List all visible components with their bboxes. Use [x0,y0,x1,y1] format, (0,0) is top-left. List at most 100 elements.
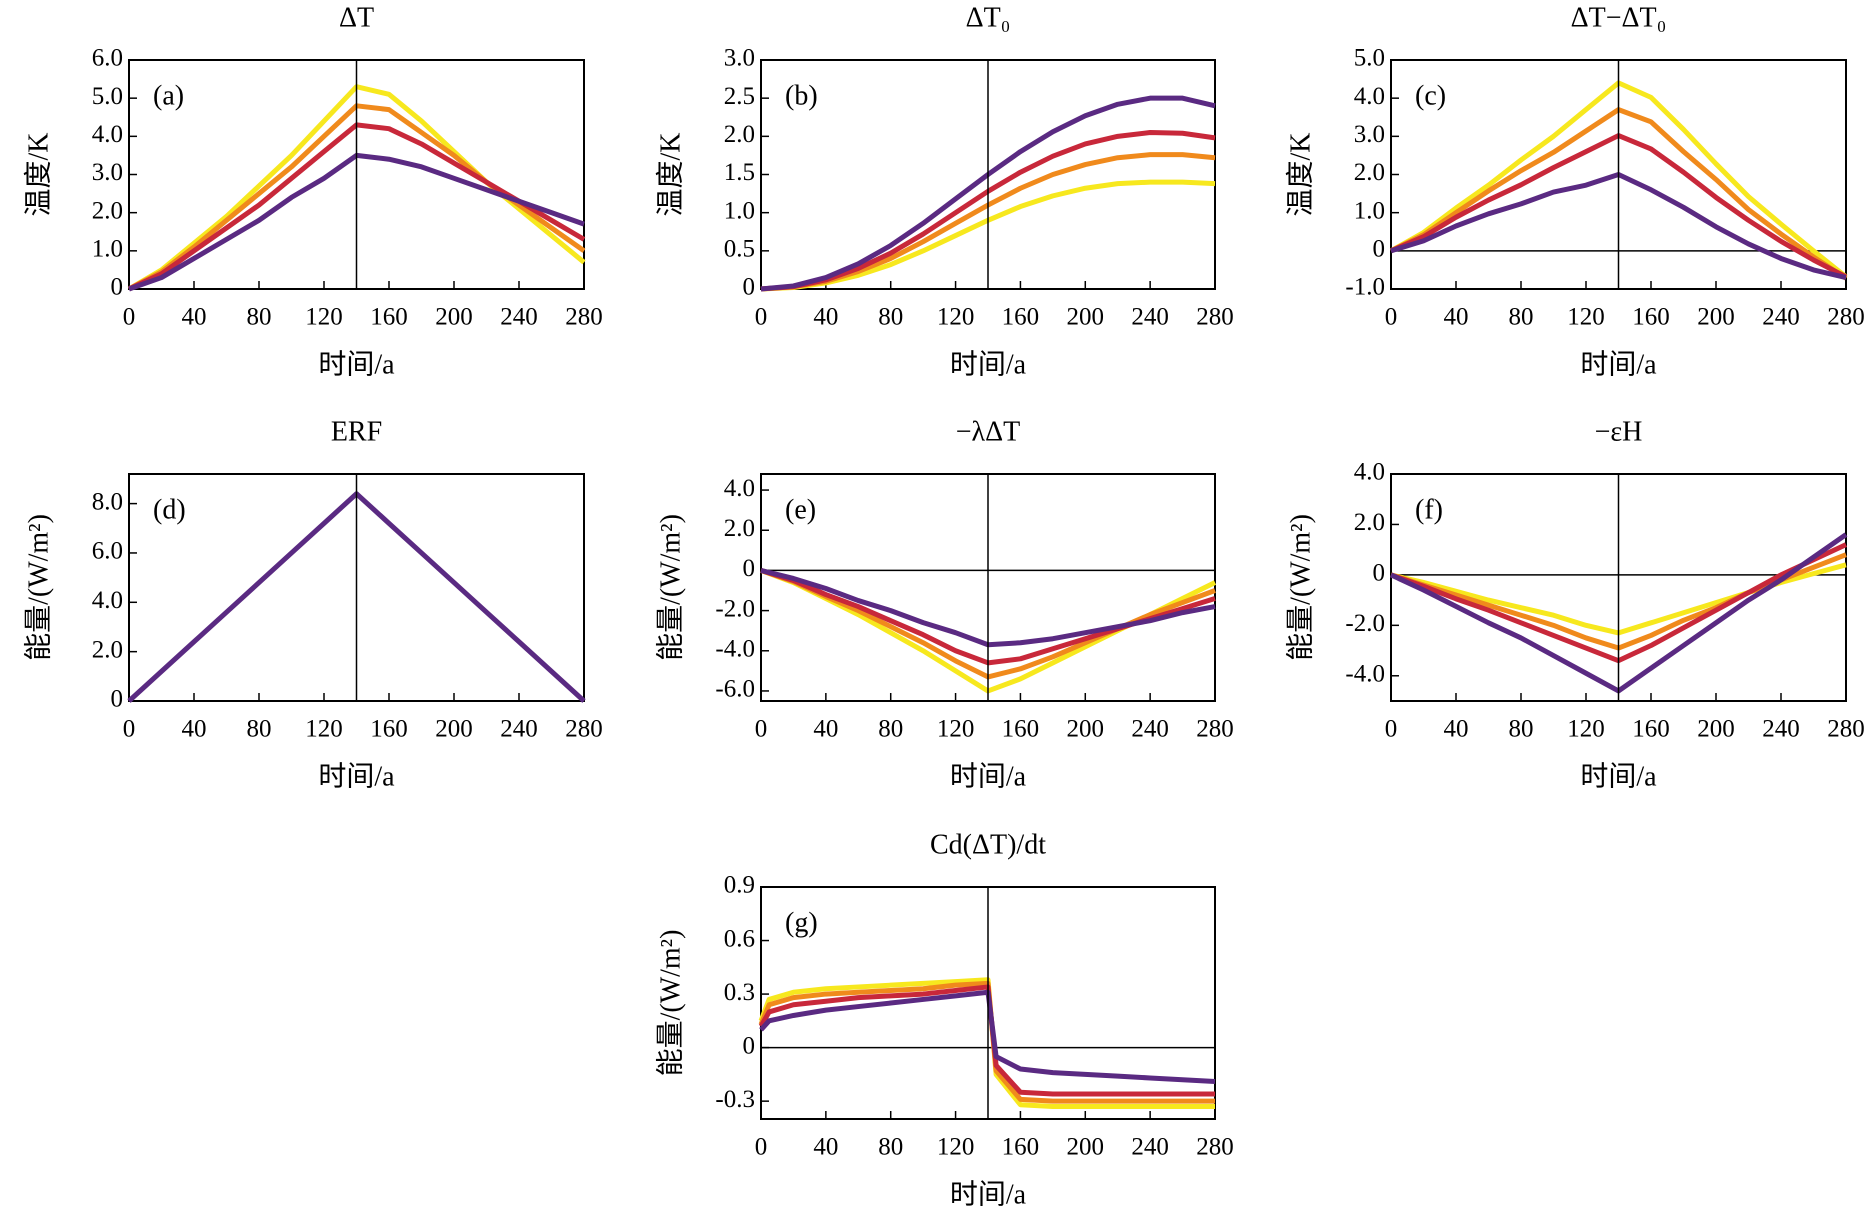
y-tick-label: 2.0 [1354,159,1385,186]
y-tick-label: 0.3 [724,979,755,1006]
y-tick-label: 3.0 [92,159,123,186]
x-axis-label: 时间/a [950,348,1027,380]
y-tick-label: 0 [1373,560,1386,587]
x-tick-label: 0 [755,1134,768,1161]
y-tick-label: 0 [111,274,124,301]
y-axis-label: 能量/(W/m²) [1284,514,1316,661]
x-tick-label: 160 [1632,716,1670,743]
x-tick-label: 280 [1827,304,1865,331]
y-tick-label: 2.5 [724,83,755,110]
x-tick-label: 0 [1385,304,1398,331]
y-tick-label: -4.0 [1345,661,1385,688]
x-tick-label: 80 [247,716,272,743]
chart-title: −εH [1595,416,1643,447]
x-tick-label: 120 [1567,716,1605,743]
panel-label: (b) [785,80,818,111]
y-tick-label: 3.0 [724,45,755,72]
x-tick-label: 0 [755,716,768,743]
y-tick-label: 4.0 [1354,459,1385,486]
y-tick-label: 0 [1373,236,1386,263]
x-tick-label: 120 [305,304,343,331]
x-tick-label: 160 [1002,716,1040,743]
y-tick-label: 1.0 [724,197,755,224]
x-tick-label: 200 [1697,716,1735,743]
y-tick-label: 0 [743,555,756,582]
x-tick-label: 160 [370,304,408,331]
x-tick-label: 240 [1762,304,1800,331]
x-tick-label: 200 [435,304,473,331]
x-tick-label: 240 [500,304,538,331]
y-axis-label: 能量/(W/m²) [654,930,686,1077]
x-axis-label: 时间/a [950,760,1027,792]
chart-title: −λΔT [956,416,1020,447]
x-tick-label: 120 [1567,304,1605,331]
x-tick-label: 120 [937,1134,975,1161]
x-axis-label: 时间/a [1580,348,1657,380]
x-tick-label: 120 [305,716,343,743]
x-tick-label: 200 [435,716,473,743]
x-tick-label: 0 [755,304,768,331]
x-tick-label: 280 [565,716,603,743]
chart-title: ΔT₀ [966,2,1011,33]
x-tick-label: 280 [1827,716,1865,743]
y-axis-label: 能量/(W/m²) [22,514,54,661]
y-tick-label: 2.0 [92,197,123,224]
panel-label: (g) [785,907,818,938]
chart-title: ΔT [339,2,374,33]
x-tick-label: 280 [1196,1134,1234,1161]
y-tick-label: 0.9 [724,872,755,899]
x-tick-label: 240 [1131,1134,1169,1161]
x-tick-label: 80 [878,1134,903,1161]
x-tick-label: 80 [1509,304,1534,331]
y-tick-label: 2.0 [724,121,755,148]
x-axis-label: 时间/a [318,760,395,792]
x-tick-label: 40 [813,1134,838,1161]
y-tick-label: 2.0 [92,636,123,663]
x-tick-label: 200 [1067,304,1105,331]
x-tick-label: 80 [1509,716,1534,743]
x-tick-label: 120 [937,304,975,331]
x-tick-label: 40 [182,716,207,743]
panel-label: (c) [1415,80,1446,111]
y-tick-label: 6.0 [92,538,123,565]
y-tick-label: -0.3 [715,1086,755,1113]
y-tick-label: 4.0 [1354,83,1385,110]
panel-label: (a) [153,80,184,111]
x-tick-label: 200 [1067,716,1105,743]
y-tick-label: 4.0 [92,121,123,148]
x-tick-label: 40 [813,716,838,743]
y-tick-label: 0 [743,274,756,301]
x-tick-label: 200 [1697,304,1735,331]
x-tick-label: 240 [1131,304,1169,331]
y-tick-label: -2.0 [1345,610,1385,637]
panel-label: (e) [785,494,816,525]
y-tick-label: 0 [111,686,124,713]
y-tick-label: -4.0 [715,636,755,663]
x-axis-label: 时间/a [950,1178,1027,1210]
x-tick-label: 80 [878,716,903,743]
y-tick-label: -1.0 [1345,274,1385,301]
chart-title: Cd(ΔT)/dt [930,829,1046,860]
x-tick-label: 40 [1444,304,1469,331]
y-tick-label: 1.0 [1354,197,1385,224]
y-tick-label: 1.5 [724,159,755,186]
x-tick-label: 40 [1444,716,1469,743]
x-tick-label: 280 [565,304,603,331]
y-axis-label: 能量/(W/m²) [654,514,686,661]
x-tick-label: 0 [123,716,136,743]
x-tick-label: 280 [1196,716,1234,743]
panel-label: (d) [153,494,186,525]
x-tick-label: 240 [1131,716,1169,743]
y-tick-label: -6.0 [715,676,755,703]
y-tick-label: 2.0 [724,515,755,542]
y-tick-label: 3.0 [1354,121,1385,148]
panel-label: (f) [1415,494,1443,525]
y-tick-label: 0.5 [724,236,755,263]
x-axis-label: 时间/a [1580,760,1657,792]
y-axis-label: 温度/K [654,132,686,216]
y-tick-label: 5.0 [1354,45,1385,72]
y-tick-label: 8.0 [92,488,123,515]
y-tick-label: 6.0 [92,45,123,72]
x-axis-label: 时间/a [318,348,395,380]
x-tick-label: 80 [247,304,272,331]
